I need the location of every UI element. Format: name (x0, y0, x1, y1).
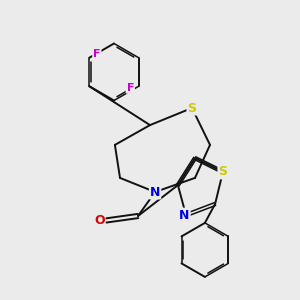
Text: O: O (94, 214, 105, 227)
Text: S: S (218, 165, 227, 178)
Text: N: N (179, 208, 190, 222)
Text: F: F (93, 49, 100, 59)
Text: S: S (188, 101, 196, 115)
Text: F: F (127, 83, 134, 93)
Text: N: N (150, 185, 160, 199)
